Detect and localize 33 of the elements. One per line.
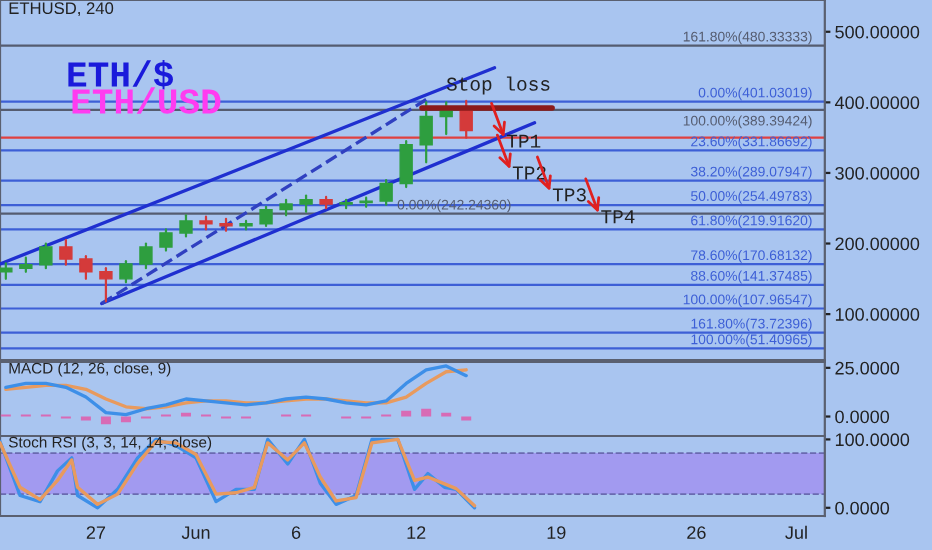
x-tick-label: Jun (181, 526, 210, 539)
series-label: Stop loss (446, 76, 550, 95)
y-tick-label: 0.0000 (835, 410, 890, 424)
candlestick (259, 205, 273, 227)
candlestick (179, 214, 193, 238)
candlestick (379, 178, 393, 206)
annotation: TP3 (552, 188, 586, 202)
y-tick-label: 500.00000 (835, 25, 920, 39)
y-tick-label: 300.00000 (835, 166, 920, 180)
annotation: ETH/$ (68, 59, 173, 90)
y-tick-label: 100.00000 (835, 308, 920, 321)
candlestick (59, 238, 73, 266)
y-tick-label: 200.00000 (835, 237, 920, 251)
y-tick-label: 0.0000 (835, 501, 890, 515)
chart-title: ETHUSD, 240 (9, 2, 114, 17)
x-tick-label: 6 (291, 526, 301, 539)
candlestick (39, 242, 53, 270)
candlestick (79, 255, 93, 280)
x-tick-label: 19 (547, 526, 566, 539)
annotation: TP4 (601, 210, 635, 224)
candlestick (399, 140, 413, 189)
x-tick-label: Jul (785, 525, 807, 539)
candlestick (139, 242, 153, 270)
x-tick-label: 26 (687, 526, 706, 539)
x-tick-label: 12 (407, 526, 426, 539)
candlestick (99, 267, 113, 303)
candlestick (119, 260, 133, 284)
candlestick (419, 101, 433, 164)
candlestick (159, 228, 173, 252)
x-tick-label: 27 (86, 526, 106, 539)
y-tick-label: 25.0000 (835, 361, 900, 375)
y-tick-label: 400.00000 (834, 96, 920, 110)
y-tick-label: 100.0000 (835, 433, 910, 447)
